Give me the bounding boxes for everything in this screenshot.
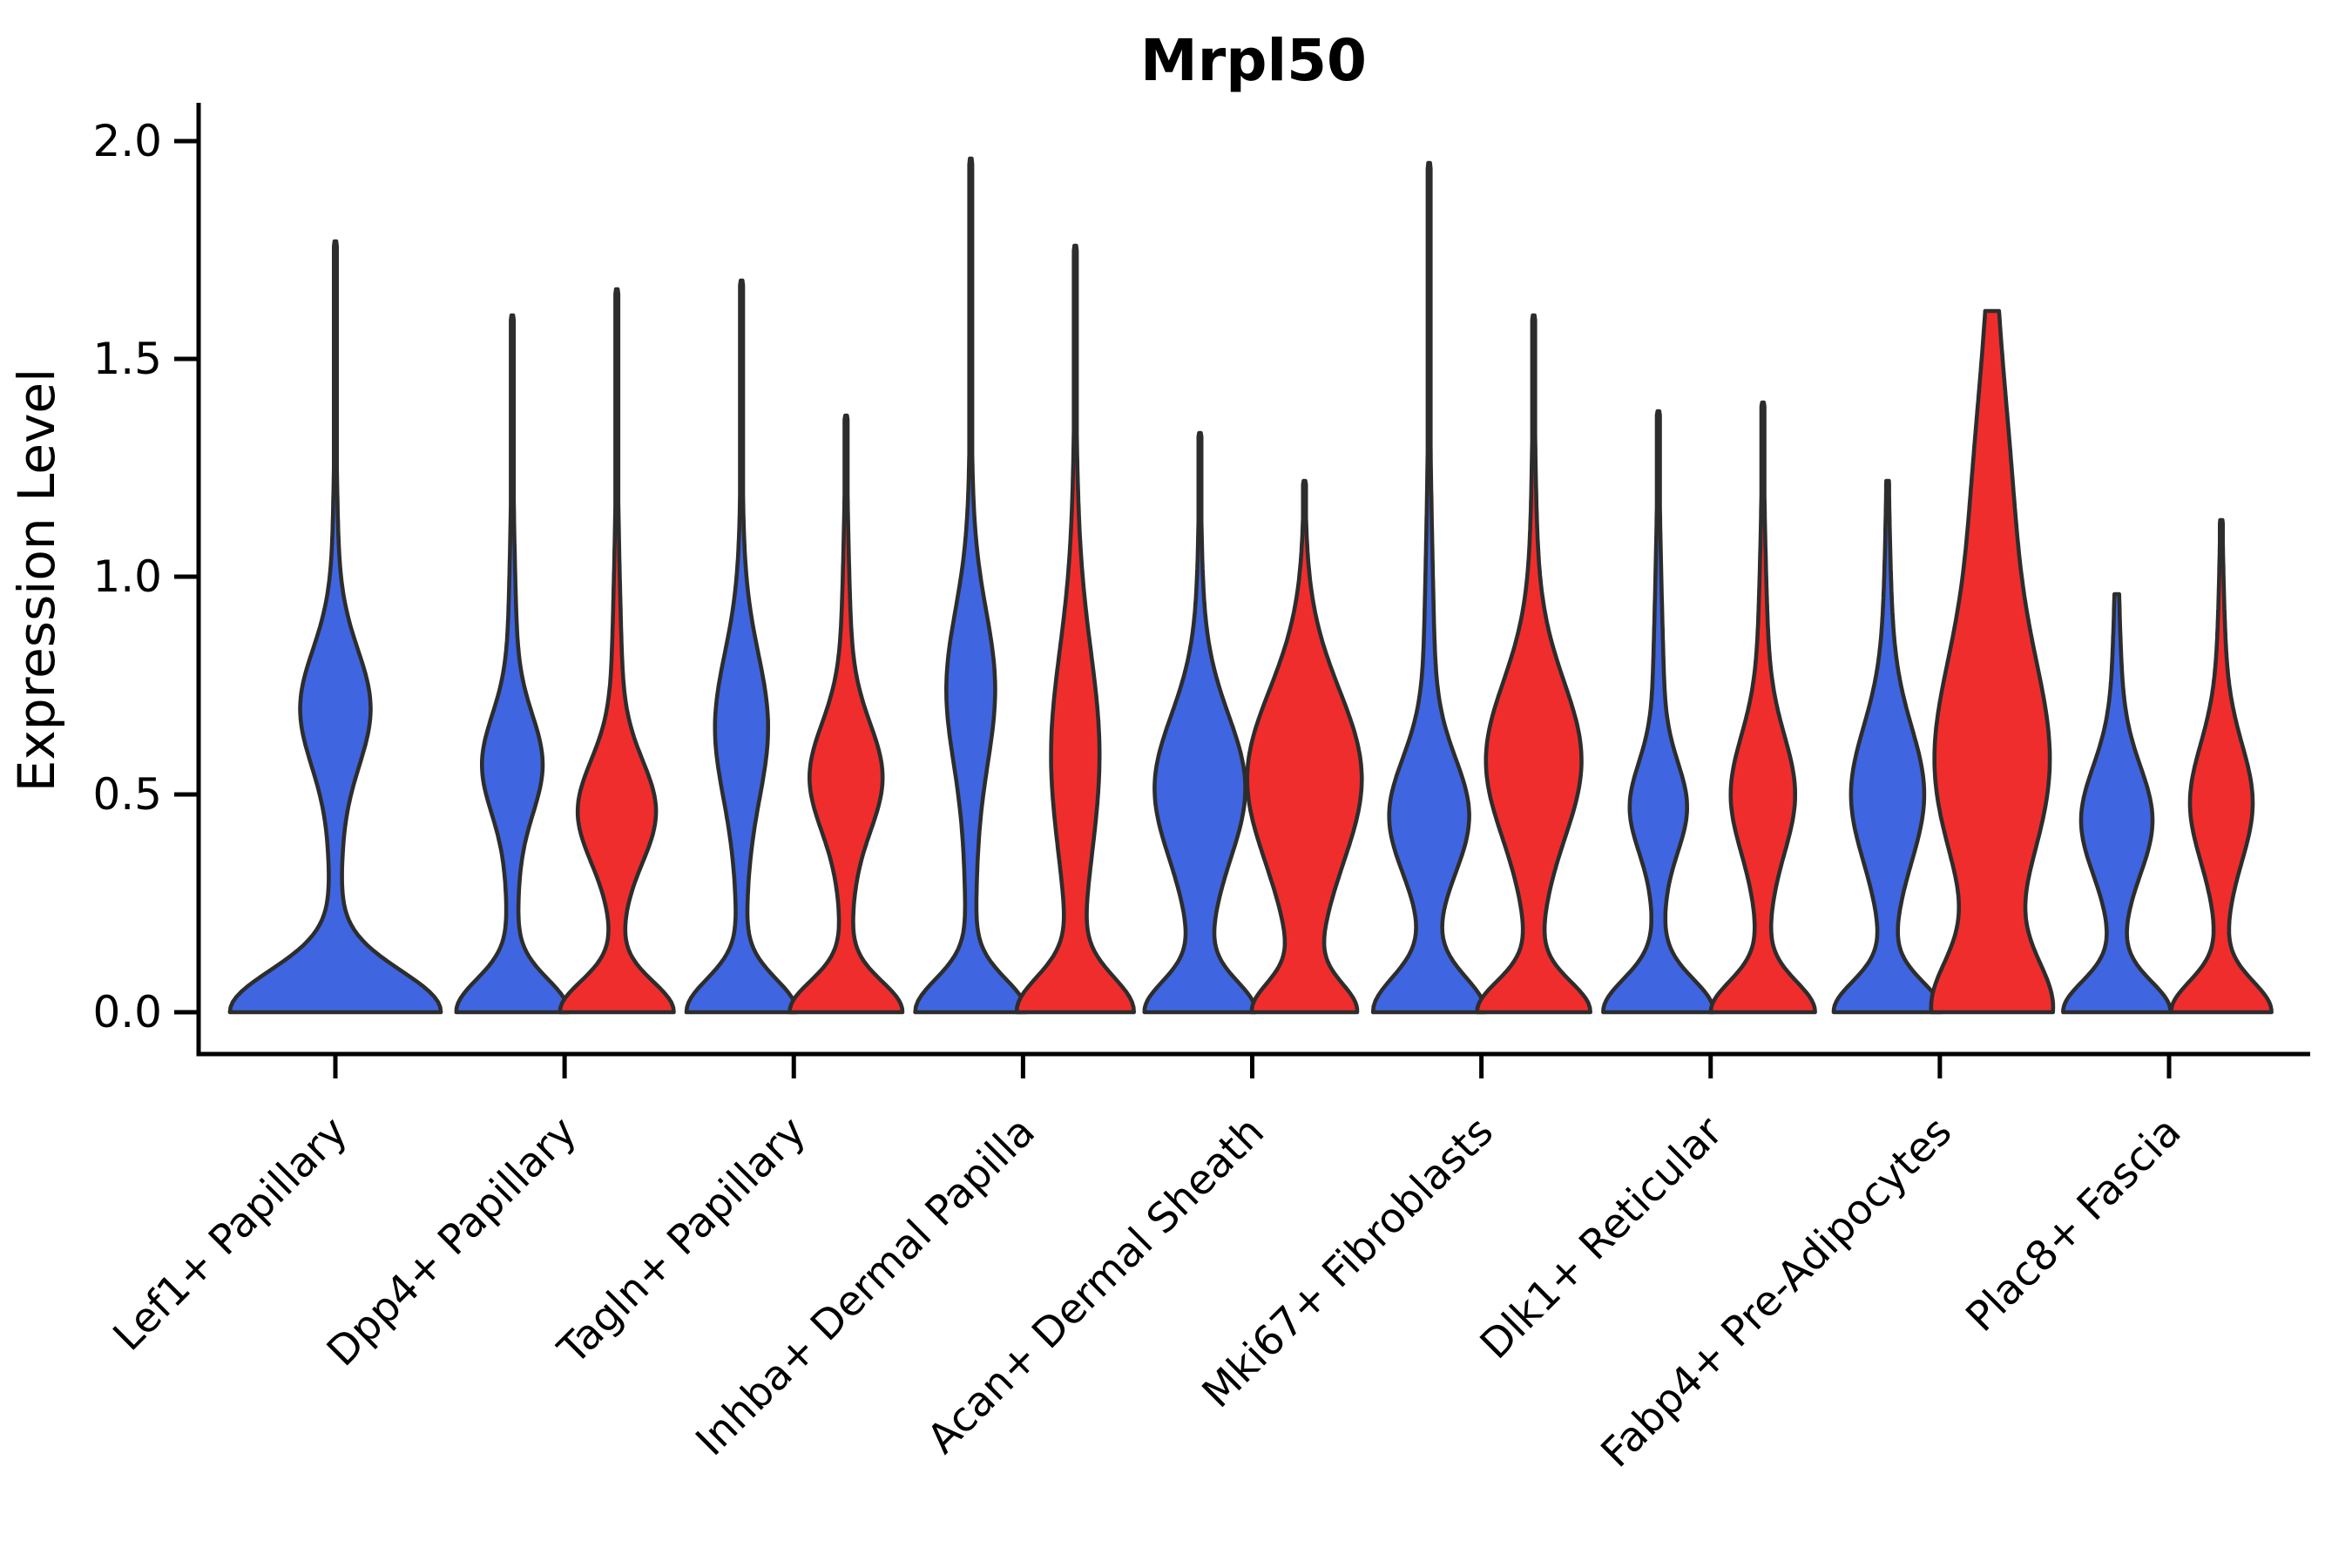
y-tick-label: 0.0	[92, 987, 162, 1037]
y-axis-ticks: 0.0 0.5 1.0 1.5 2.0	[92, 116, 199, 1037]
violin-1-red	[558, 287, 676, 1015]
violin-3-red	[1014, 243, 1136, 1015]
violin-4-red	[1245, 478, 1364, 1015]
y-tick-label: 2.0	[92, 116, 162, 166]
chart-title: Mrpl50	[1140, 27, 1367, 94]
violin-2-blue	[684, 278, 799, 1015]
y-tick-label: 0.5	[92, 769, 162, 820]
violin-6-red	[1708, 400, 1817, 1015]
violin-7-blue	[1831, 478, 1944, 1015]
violin-2-red	[787, 413, 905, 1015]
violins	[227, 156, 2274, 1015]
violin-7-red	[1929, 308, 2056, 1015]
violin-3-blue	[913, 156, 1029, 1015]
violin-0-blue	[227, 239, 443, 1015]
violin-5-red	[1475, 313, 1592, 1015]
y-axis-label: Expression Level	[7, 368, 66, 792]
violin-6-blue	[1601, 409, 1716, 1015]
y-tick-label: 1.5	[92, 334, 162, 384]
violin-1-blue	[454, 313, 571, 1015]
violin-4-blue	[1142, 430, 1258, 1015]
y-tick-label: 1.0	[92, 551, 162, 602]
violin-8-red	[2169, 517, 2274, 1015]
violin-8-blue	[2061, 591, 2173, 1015]
violin-5-blue	[1370, 160, 1488, 1015]
